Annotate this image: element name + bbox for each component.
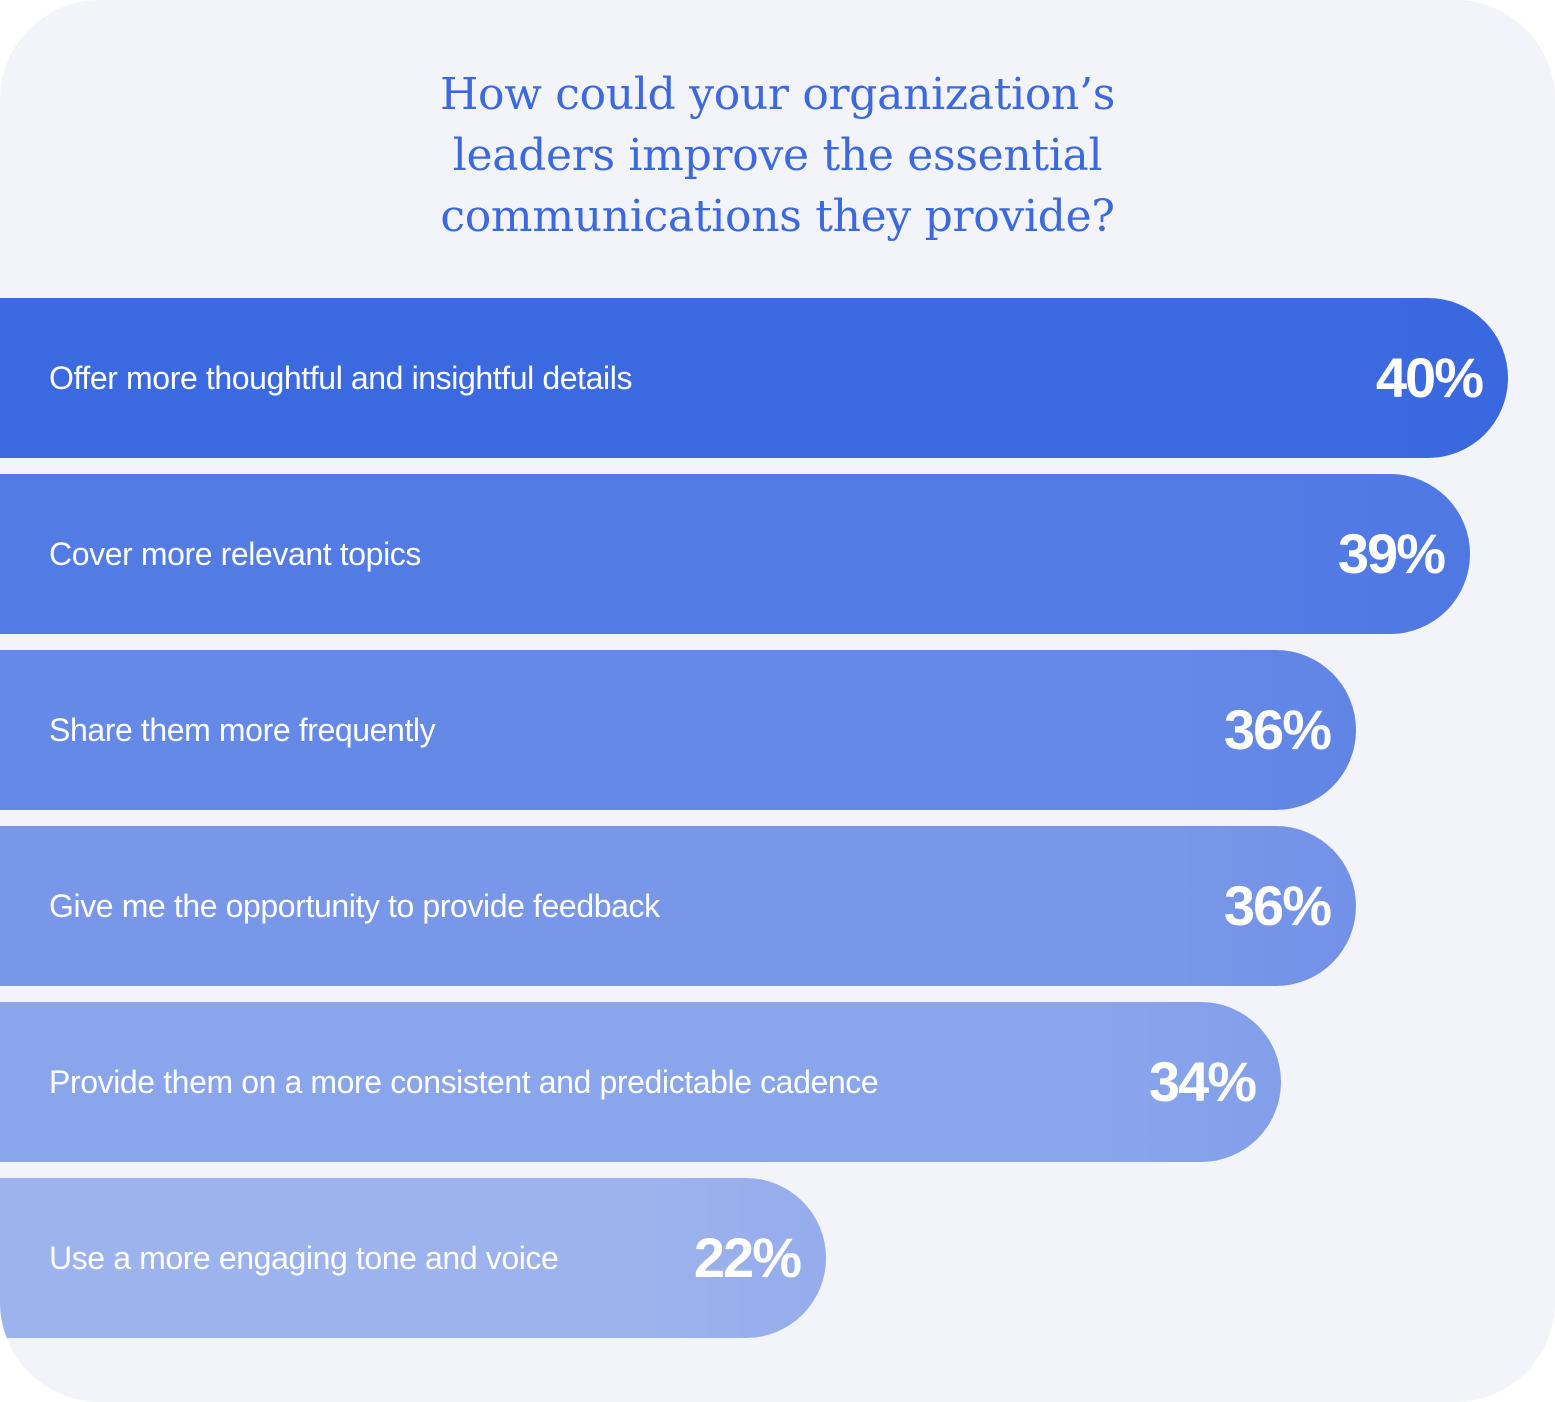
- chart-title-line: leaders improve the essential: [452, 130, 1103, 181]
- bar-value-label: 39%: [1337, 522, 1446, 585]
- bar-end-shade: [1290, 474, 1470, 634]
- chart-title-line: communications they provide?: [440, 191, 1115, 242]
- bar: Give me the opportunity to provide feedb…: [0, 826, 1356, 986]
- bar: Cover more relevant topics 39%: [0, 474, 1470, 634]
- bar-value-label: 36%: [1223, 874, 1332, 937]
- bar-end-shade: [646, 1178, 826, 1338]
- bar: Use a more engaging tone and voice 22%: [0, 1178, 826, 1338]
- bar-category-label: Provide them on a more consistent and pr…: [49, 1064, 879, 1100]
- bar-end-shade: [1328, 298, 1508, 458]
- bar-value-label: 36%: [1223, 698, 1332, 761]
- bar-value-label: 34%: [1148, 1050, 1257, 1113]
- bar-end-shade: [1176, 826, 1356, 986]
- bar-category-label: Offer more thoughtful and insightful det…: [49, 360, 633, 396]
- chart-title: How could your organization’s leaders im…: [0, 64, 1555, 247]
- bar-value-label: 40%: [1375, 346, 1484, 409]
- bar-end-shade: [1101, 1002, 1281, 1162]
- chart-title-line: How could your organization’s: [439, 69, 1116, 120]
- bar-end-shade: [1176, 650, 1356, 810]
- bar-category-label: Give me the opportunity to provide feedb…: [49, 888, 660, 924]
- bar: Provide them on a more consistent and pr…: [0, 1002, 1281, 1162]
- bar-category-label: Use a more engaging tone and voice: [49, 1240, 559, 1276]
- bar-category-label: Cover more relevant topics: [49, 536, 421, 572]
- bar: Offer more thoughtful and insightful det…: [0, 298, 1508, 458]
- bar-value-label: 22%: [693, 1226, 802, 1289]
- bar: Share them more frequently 36%: [0, 650, 1356, 810]
- bar-category-label: Share them more frequently: [49, 712, 436, 748]
